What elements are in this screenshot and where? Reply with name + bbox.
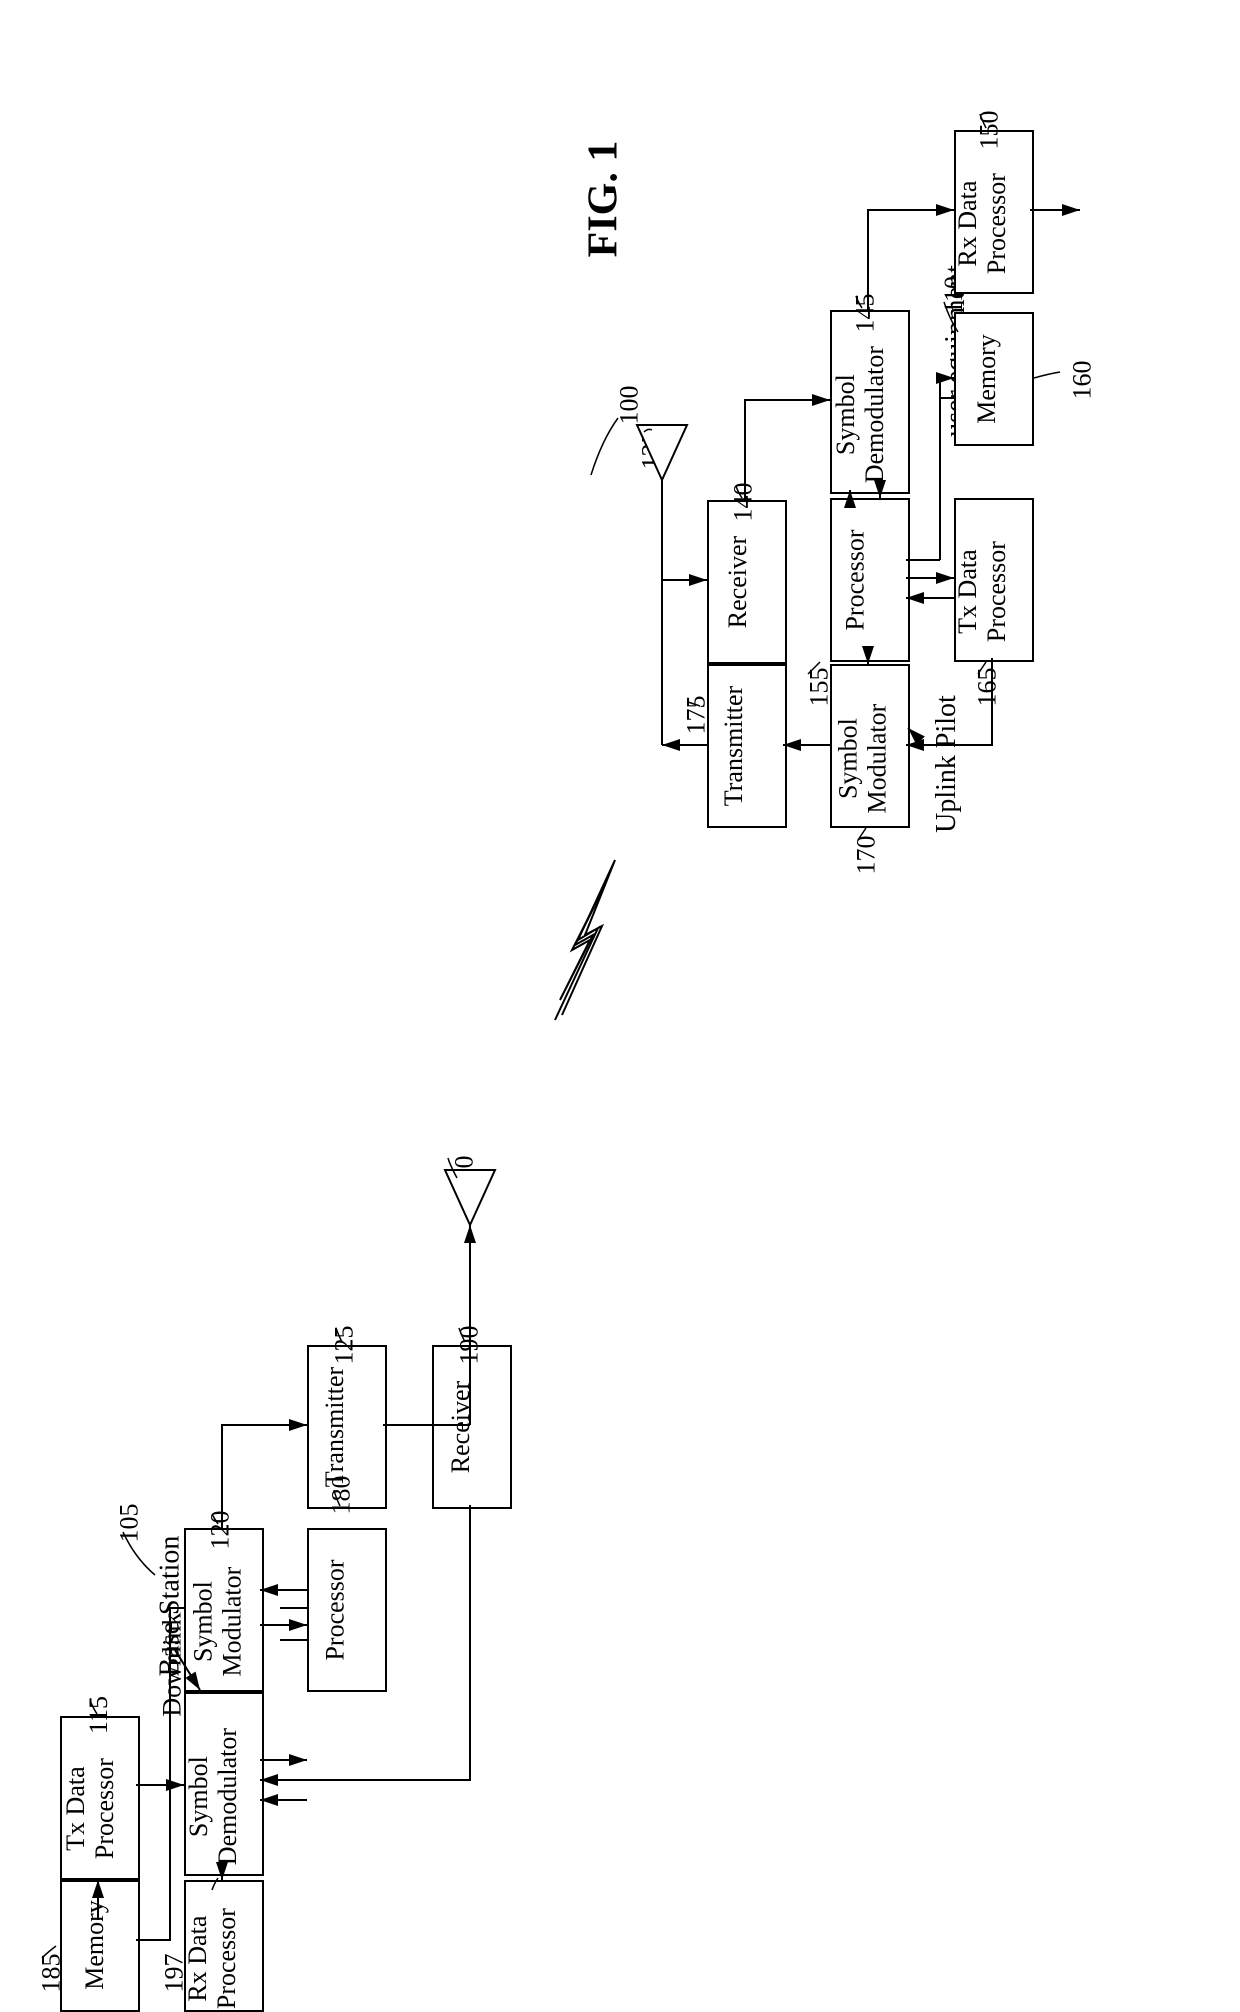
bs-memory-ref: 185: [37, 1954, 67, 1993]
ue-symbol-demod-label: SymbolDemodulator: [832, 346, 889, 483]
ue-tx-data-proc-label: Tx DataProcessor: [954, 541, 1011, 642]
ue-memory-ref: 160: [1068, 361, 1098, 400]
ue-antenna-ref: 135: [637, 431, 667, 470]
bs-antenna-ref: 130: [450, 1156, 480, 1195]
bs-tx-data-proc-ref: 115: [84, 1696, 114, 1734]
bs-receiver-ref: 190: [455, 1326, 485, 1365]
ue-receiver-label: Receiver: [723, 536, 753, 628]
bs-processor-label: Processor: [321, 1559, 351, 1660]
uplink-pilot-label: Uplink Pilot: [931, 695, 963, 833]
ue-symbol-mod-ref: 170: [852, 836, 882, 875]
ue-rx-data-proc-ref: 150: [975, 111, 1005, 150]
ue-transmitter-label: Transmitter: [719, 686, 749, 806]
base-station-ref: 105: [115, 1504, 145, 1543]
diagram-canvas: FIG. 1 100 Base Station 105 Downlink Pil…: [0, 0, 1240, 2006]
ue-receiver-ref: 140: [729, 483, 759, 522]
ue-memory-label: Memory: [972, 334, 1002, 424]
ue-symbol-mod-label: SymbolModulator: [834, 704, 891, 814]
bs-memory-label: Memory: [80, 1900, 110, 1990]
bs-transmitter-label: Transmitter: [320, 1367, 350, 1487]
bs-processor-ref: 180: [327, 1476, 357, 1515]
figure-title: FIG. 1: [579, 141, 627, 258]
bs-symbol-mod-label: SymbolModulator: [189, 1567, 246, 1677]
bs-symbol-demod-label: SymbolDemodulator: [185, 1728, 242, 1865]
bs-tx-data-proc-label: Tx DataProcessor: [62, 1758, 119, 1859]
system-ref: 100: [615, 386, 645, 425]
ue-transmitter-ref: 175: [682, 696, 712, 735]
bs-rx-data-proc-label: Rx DataProcessor: [184, 1908, 241, 2009]
ue-processor-label: Processor: [841, 529, 871, 630]
ue-symbol-demod-ref: 145: [851, 294, 881, 333]
bs-transmitter-ref: 125: [330, 1326, 360, 1365]
bs-rx-data-proc-ref: 197: [160, 1954, 190, 1993]
bs-symbol-mod-ref: 120: [206, 1511, 236, 1550]
ue-rx-data-proc-label: Rx DataProcessor: [954, 173, 1011, 274]
bs-receiver-label: Receiver: [446, 1381, 476, 1473]
ue-tx-data-proc-ref: 165: [973, 668, 1003, 707]
